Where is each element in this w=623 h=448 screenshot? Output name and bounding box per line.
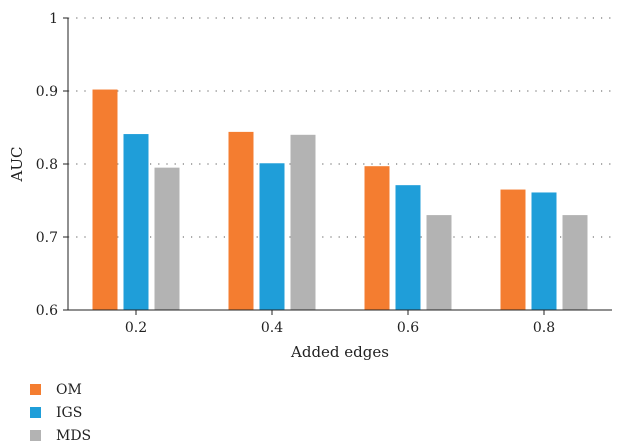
bar-igs-0.6: [395, 185, 421, 310]
legend-item-mds: MDS: [30, 424, 91, 447]
bar-om-0.6: [364, 166, 390, 310]
legend-swatch: [30, 407, 41, 418]
bar-om-0.4: [228, 131, 254, 310]
legend-item-igs: IGS: [30, 401, 91, 424]
x-tick-labels: 0.2 0.4 0.6 0.8: [125, 310, 555, 336]
bar-om-0.2: [92, 89, 118, 310]
y-tick-label: 1: [49, 11, 58, 27]
axes: [67, 18, 612, 311]
legend-swatch: [30, 430, 41, 441]
bar-mds-0.6: [426, 215, 452, 310]
bar-mds-0.4: [290, 134, 316, 310]
y-tick-label: 0.7: [36, 230, 58, 246]
legend-label: OM: [56, 381, 82, 398]
bar-mds-0.2: [154, 167, 180, 310]
y-tick-label: 0.9: [36, 84, 58, 100]
legend-label: MDS: [56, 427, 92, 444]
x-tick-label: 0.8: [533, 320, 555, 336]
legend-item-om: OM: [30, 378, 91, 401]
bar-mds-0.8: [562, 215, 588, 310]
legend: OM IGS MDS: [30, 378, 91, 447]
bars: [92, 89, 588, 310]
y-tick-label: 0.8: [36, 157, 58, 173]
x-axis-title: Added edges: [290, 343, 389, 361]
x-tick-label: 0.4: [261, 320, 283, 336]
bar-igs-0.2: [123, 134, 149, 310]
bar-igs-0.4: [259, 163, 285, 310]
x-tick-label: 0.2: [125, 320, 147, 336]
legend-swatch: [30, 384, 41, 395]
y-tick-labels: 0.6 0.7 0.8 0.9 1: [36, 11, 58, 319]
bar-om-0.8: [500, 189, 526, 310]
y-axis-title: AUC: [8, 147, 26, 183]
x-tick-label: 0.6: [397, 320, 419, 336]
y-tick-label: 0.6: [36, 303, 58, 319]
bar-igs-0.8: [531, 192, 557, 310]
legend-label: IGS: [56, 404, 83, 421]
